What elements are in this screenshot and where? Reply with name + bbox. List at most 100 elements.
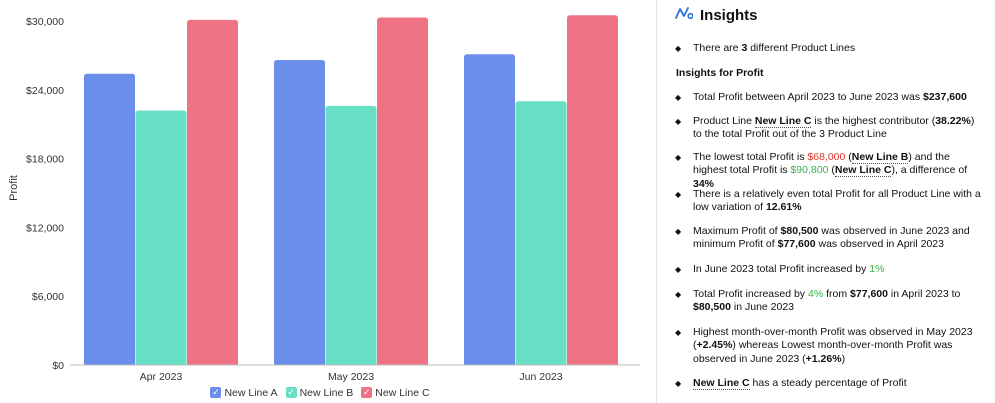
- bullet-icon: ◆: [675, 227, 682, 236]
- y-axis-title: Profit: [8, 175, 20, 201]
- insight-text: In June 2023 total Profit increased by 1…: [693, 263, 985, 276]
- insights-title: Insights: [700, 7, 758, 24]
- bar-new-line-b-jun-2023[interactable]: [515, 101, 567, 366]
- y-tick-label: $6,000: [32, 291, 64, 303]
- insight-fragment: $68,000: [807, 151, 846, 163]
- insight-fragment: Total Profit between April 2023 to June …: [693, 91, 923, 103]
- insight-fragment: 4%: [807, 288, 824, 300]
- insight-fragment: In June 2023 total Profit increased by: [693, 263, 870, 275]
- bullet-icon: ◆: [675, 117, 682, 126]
- y-tick-label: $18,000: [26, 154, 64, 166]
- insight-fragment: different Product Lines: [747, 42, 856, 54]
- insight-text: New Line C has a steady percentage of Pr…: [693, 377, 985, 390]
- insight-fragment: Product Line: [693, 115, 755, 127]
- insight-item: ◆ Product Line New Line C is the highest …: [675, 115, 985, 142]
- x-axis-ticks: Apr 2023 May 2023 Jun 2023: [140, 371, 563, 383]
- insight-fragment: has a steady percentage of Profit: [749, 377, 907, 389]
- bars: [84, 15, 618, 366]
- insight-fragment: Total Profit increased by: [693, 288, 808, 300]
- insight-fragment: (: [845, 151, 852, 163]
- insight-fragment: 12.61%: [765, 201, 802, 214]
- bullet-icon: ◆: [675, 379, 682, 388]
- insight-fragment: $80,500: [693, 301, 731, 314]
- insight-fragment: was observed in June 2023 and minimum Pr…: [693, 225, 970, 251]
- insight-fragment: 38.22%: [935, 115, 971, 127]
- bar-new-line-a-jun-2023[interactable]: [464, 54, 515, 366]
- insights-subheading: Insights for Profit: [676, 67, 764, 79]
- insight-item: ◆ The lowest total Profit is $68,000 (New…: [675, 151, 985, 191]
- legend: ✓ New Line A ✓ New Line B ✓ New Line C: [0, 386, 640, 399]
- insight-fragment: ) and the highest total Profit is: [693, 151, 950, 177]
- insight-item: ◆ There is a relatively even total Profit…: [675, 188, 985, 215]
- insight-item: ◆ In June 2023 total Profit increased by …: [675, 263, 985, 276]
- bar-new-line-b-apr-2023[interactable]: [135, 110, 187, 365]
- bar-new-line-c-may-2023[interactable]: [377, 17, 428, 366]
- legend-checkbox-icon[interactable]: ✓: [210, 387, 222, 398]
- insight-text: Highest month-over-month Profit was obse…: [693, 326, 985, 366]
- bullet-icon: ◆: [675, 290, 682, 299]
- y-axis-ticks: $0 $6,000 $12,000 $18,000 $24,000 $30,000: [26, 16, 64, 372]
- y-tick-label: $0: [52, 360, 64, 372]
- legend-label: New Line A: [224, 386, 278, 399]
- insight-fragment[interactable]: New Line C: [693, 377, 750, 390]
- insight-fragment: There are: [693, 42, 742, 54]
- insight-fragment: ) whereas Lowest month-over-month Profit…: [693, 339, 953, 365]
- insight-fragment: 1%: [869, 263, 885, 275]
- insight-item: ◆ New Line C has a steady percentage of P…: [675, 377, 985, 390]
- insight-fragment: Highest month-over-month Profit was obse…: [693, 326, 973, 352]
- insight-fragment[interactable]: New Line B: [851, 151, 909, 164]
- x-tick-label: May 2023: [328, 371, 374, 383]
- bullet-icon: ◆: [675, 328, 682, 337]
- bar-new-line-c-jun-2023[interactable]: [567, 15, 618, 366]
- bar-new-line-a-may-2023[interactable]: [274, 59, 325, 366]
- legend-item[interactable]: ✓ New Line A: [210, 386, 278, 399]
- insight-fragment: 34%: [693, 177, 715, 190]
- chart-area: $0 $6,000 $12,000 $18,000 $24,000 $30,000 Apr…: [0, 15, 640, 399]
- bullet-icon: ◆: [675, 93, 682, 102]
- y-tick-label: $12,000: [26, 222, 64, 234]
- x-tick-label: Apr 2023: [140, 371, 183, 383]
- insight-fragment: ) to the total Profit out of the 3 Produ…: [693, 115, 975, 141]
- insights-panel: Insights Insights for Profit ◆ There are …: [657, 0, 995, 403]
- insight-text: Product Line New Line C is the highest c…: [693, 115, 985, 142]
- insight-fragment: $77,600: [777, 238, 816, 251]
- panel-divider: [656, 0, 657, 403]
- insight-fragment: Maximum Profit of: [693, 225, 781, 237]
- legend-checkbox-icon[interactable]: ✓: [285, 387, 297, 398]
- insight-item: ◆ Total Profit between April 2023 to June…: [675, 91, 985, 104]
- insight-fragment: $90,800: [790, 164, 829, 177]
- legend-item[interactable]: ✓ New Line B: [285, 386, 354, 399]
- bar-new-line-a-apr-2023[interactable]: [84, 73, 135, 365]
- insight-text: Total Profit increased by 4% from $77,60…: [693, 288, 985, 315]
- insight-text: The lowest total Profit is $68,000 (New …: [693, 151, 985, 191]
- insight-fragment: There is a relatively even total Profit …: [693, 188, 981, 214]
- insights-icon: [675, 6, 694, 25]
- bar-new-line-c-apr-2023[interactable]: [187, 19, 238, 365]
- insight-fragment: in April 2023 to: [887, 288, 961, 300]
- insight-fragment: +1.26%: [805, 352, 842, 365]
- insight-item: ◆ Highest month-over-month Profit was obs…: [675, 326, 985, 366]
- bullet-icon: ◆: [675, 153, 682, 162]
- insight-item: ◆ Total Profit increased by 4% from $77,6…: [675, 288, 985, 315]
- insight-fragment: ), a difference of: [891, 164, 968, 177]
- y-tick-label: $30,000: [26, 16, 64, 28]
- insight-text: There are 3 different Product Lines: [693, 42, 985, 55]
- insight-fragment: $77,600: [850, 288, 888, 300]
- legend-checkbox-icon[interactable]: ✓: [361, 387, 373, 398]
- insight-fragment: +2.45%: [696, 339, 733, 352]
- bullet-icon: ◆: [675, 44, 682, 53]
- insight-text: There is a relatively even total Profit …: [693, 188, 985, 215]
- legend-label: New Line B: [299, 386, 354, 399]
- insight-fragment[interactable]: New Line C: [754, 115, 812, 128]
- insight-fragment: $80,500: [780, 225, 819, 237]
- insights-header: Insights: [675, 6, 758, 25]
- insight-item: ◆ Maximum Profit of $80,500 was observed …: [675, 225, 985, 252]
- insight-fragment[interactable]: New Line C: [834, 164, 892, 178]
- x-tick-label: Jun 2023: [519, 371, 562, 383]
- insight-fragment: is the highest contributor (: [811, 115, 936, 127]
- insight-fragment: ): [841, 352, 846, 365]
- bar-chart: $0 $6,000 $12,000 $18,000 $24,000 $30,000 Apr…: [8, 15, 640, 383]
- legend-item[interactable]: ✓ New Line C: [361, 387, 430, 399]
- bar-new-line-b-may-2023[interactable]: [325, 105, 377, 365]
- bullet-icon: ◆: [675, 190, 682, 199]
